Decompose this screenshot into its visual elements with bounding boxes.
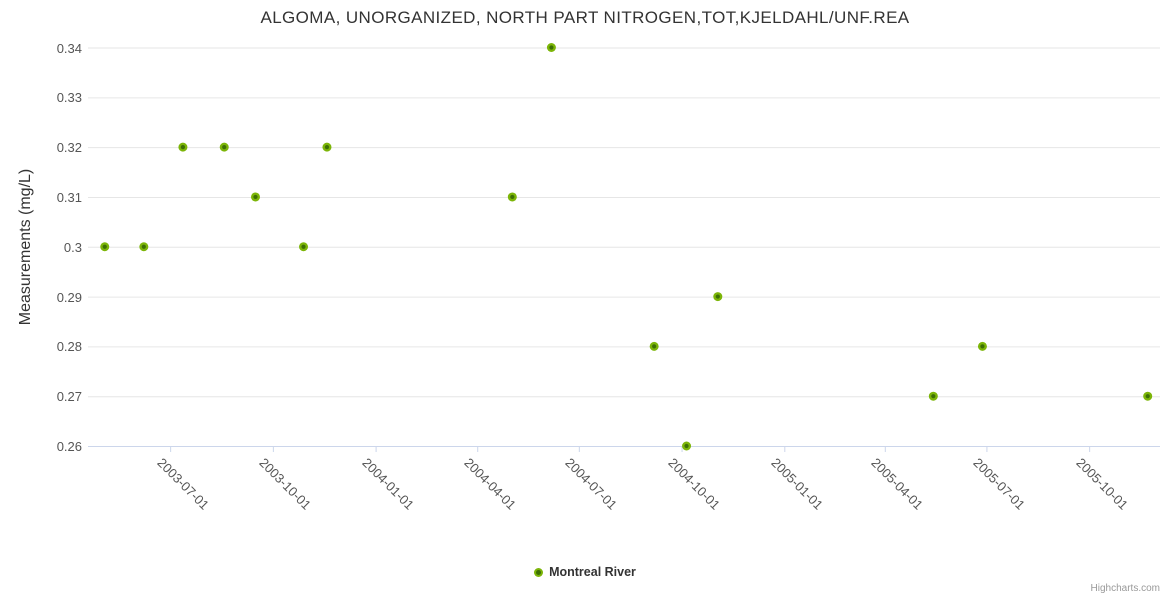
- data-point[interactable]: [928, 391, 938, 401]
- data-point[interactable]: [178, 142, 188, 152]
- y-tick-label: 0.31: [56, 189, 82, 205]
- y-tick-label: 0.26: [56, 439, 82, 454]
- data-point[interactable]: [649, 341, 659, 351]
- data-point[interactable]: [977, 341, 987, 351]
- data-point[interactable]: [219, 142, 229, 152]
- chart-title: ALGOMA, UNORGANIZED, NORTH PART NITROGEN…: [260, 8, 910, 27]
- data-point[interactable]: [100, 242, 110, 252]
- y-tick-label: 0.32: [56, 140, 82, 156]
- data-point[interactable]: [507, 192, 517, 202]
- data-point[interactable]: [139, 242, 149, 252]
- data-point[interactable]: [1143, 391, 1153, 401]
- data-point[interactable]: [299, 242, 309, 252]
- data-point[interactable]: [713, 292, 723, 302]
- data-point[interactable]: [682, 441, 692, 451]
- y-tick-label: 0.33: [56, 90, 82, 106]
- highcharts-credit-link[interactable]: Highcharts.com: [1090, 583, 1160, 594]
- data-point[interactable]: [251, 192, 260, 202]
- data-point[interactable]: [546, 43, 556, 52]
- y-tick-label: 0.3: [63, 239, 82, 255]
- y-tick-label: 0.34: [56, 40, 82, 56]
- y-tick-label: 0.27: [56, 389, 82, 405]
- y-tick-label: 0.29: [56, 289, 82, 305]
- y-tick-label: 0.28: [56, 339, 82, 355]
- legend: Montreal River: [0, 562, 1170, 582]
- legend-item-montreal-river[interactable]: Montreal River: [549, 565, 636, 579]
- data-point[interactable]: [322, 142, 332, 152]
- legend-marker-icon[interactable]: [534, 567, 544, 577]
